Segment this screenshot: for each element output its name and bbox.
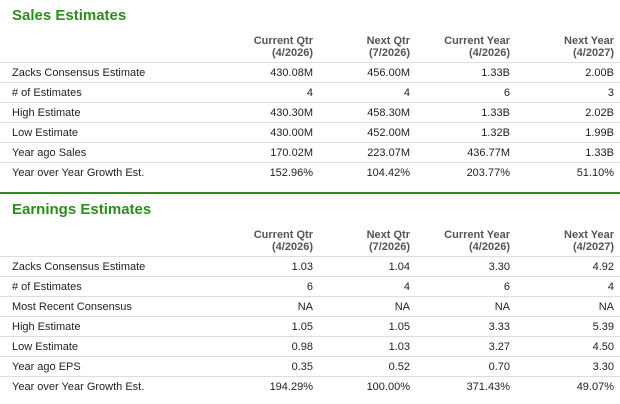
earnings-estimates-table: Current Qtr (4/2026) Next Qtr (7/2026) Cur… — [0, 226, 620, 396]
cell-value: NA — [416, 296, 516, 317]
table-header-row: Current Qtr (4/2026) Next Qtr (7/2026) Cur… — [0, 32, 620, 63]
column-header-next-qtr: Next Qtr (7/2026) — [366, 35, 410, 59]
cell-value: 3.33 — [416, 316, 516, 337]
earnings-estimates-section: Earnings Estimates Current Qtr (4/2026) N… — [0, 194, 620, 396]
cell-value: 1.05 — [319, 316, 416, 337]
cell-value: 6 — [216, 276, 319, 297]
row-label: High Estimate — [0, 102, 216, 123]
header-blank — [0, 226, 216, 257]
table-row: High Estimate 430.30M 458.30M 1.33B 2.02B — [0, 102, 620, 123]
sales-estimates-section: Sales Estimates Current Qtr (4/2026) Next… — [0, 0, 620, 182]
cell-value: 3.30 — [416, 256, 516, 277]
row-label: # of Estimates — [0, 82, 216, 103]
table-row: Year over Year Growth Est. 194.29% 100.00%… — [0, 376, 620, 396]
cell-value: 4.92 — [516, 256, 620, 277]
cell-value: 152.96% — [216, 162, 319, 182]
cell-value: 452.00M — [319, 122, 416, 143]
cell-value: 194.29% — [216, 376, 319, 396]
cell-value: 5.39 — [516, 316, 620, 337]
cell-value: 49.07% — [516, 376, 620, 396]
cell-value: 223.07M — [319, 142, 416, 163]
sales-estimates-table: Current Qtr (4/2026) Next Qtr (7/2026) Cur… — [0, 32, 620, 182]
header-blank — [0, 32, 216, 63]
cell-value: NA — [319, 296, 416, 317]
cell-value: 170.02M — [216, 142, 319, 163]
cell-value: 4.50 — [516, 336, 620, 357]
table-row: Year ago Sales 170.02M 223.07M 436.77M 1.33B — [0, 142, 620, 163]
column-header-next-year: Next Year (4/2027) — [564, 229, 614, 253]
table-row: Zacks Consensus Estimate 430.08M 456.00M 1.… — [0, 62, 620, 83]
row-label: Year over Year Growth Est. — [0, 376, 216, 396]
cell-value: 430.00M — [216, 122, 319, 143]
row-label: Zacks Consensus Estimate — [0, 62, 216, 83]
cell-value: 1.99B — [516, 122, 620, 143]
cell-value: 0.98 — [216, 336, 319, 357]
row-label: Low Estimate — [0, 336, 216, 357]
table-header-row: Current Qtr (4/2026) Next Qtr (7/2026) Cur… — [0, 226, 620, 257]
row-label: Low Estimate — [0, 122, 216, 143]
cell-value: 1.03 — [216, 256, 319, 277]
cell-value: 3 — [516, 82, 620, 103]
cell-value: 4 — [216, 82, 319, 103]
cell-value: 4 — [319, 276, 416, 297]
cell-value: 51.10% — [516, 162, 620, 182]
cell-value: 456.00M — [319, 62, 416, 83]
cell-value: 100.00% — [319, 376, 416, 396]
sales-estimates-title: Sales Estimates — [12, 7, 127, 24]
row-label: Year over Year Growth Est. — [0, 162, 216, 182]
column-header-current-qtr: Current Qtr (4/2026) — [253, 229, 313, 253]
cell-value: 1.04 — [319, 256, 416, 277]
column-header-current-year: Current Year (4/2026) — [444, 35, 510, 59]
cell-value: 4 — [516, 276, 620, 297]
row-label: High Estimate — [0, 316, 216, 337]
cell-value: 0.70 — [416, 356, 516, 377]
cell-value: 458.30M — [319, 102, 416, 123]
row-label: Zacks Consensus Estimate — [0, 256, 216, 277]
cell-value: 0.52 — [319, 356, 416, 377]
cell-value: NA — [216, 296, 319, 317]
cell-value: 6 — [416, 82, 516, 103]
earnings-estimates-title: Earnings Estimates — [12, 201, 152, 218]
cell-value: 1.33B — [416, 102, 516, 123]
cell-value: 430.30M — [216, 102, 319, 123]
table-row: Year over Year Growth Est. 152.96% 104.42%… — [0, 162, 620, 182]
table-row: Low Estimate 0.98 1.03 3.27 4.50 — [0, 336, 620, 357]
column-header-current-year: Current Year (4/2026) — [444, 229, 510, 253]
cell-value: 371.43% — [416, 376, 516, 396]
cell-value: 436.77M — [416, 142, 516, 163]
table-row: Zacks Consensus Estimate 1.03 1.04 3.30 4.92 — [0, 256, 620, 277]
cell-value: 3.27 — [416, 336, 516, 357]
table-row: High Estimate 1.05 1.05 3.33 5.39 — [0, 316, 620, 337]
row-label: Year ago EPS — [0, 356, 216, 377]
cell-value: 104.42% — [319, 162, 416, 182]
cell-value: 4 — [319, 82, 416, 103]
table-row: # of Estimates 6 4 6 4 — [0, 276, 620, 297]
column-header-next-qtr: Next Qtr (7/2026) — [366, 229, 410, 253]
cell-value: 1.32B — [416, 122, 516, 143]
row-label: Most Recent Consensus — [0, 296, 216, 317]
cell-value: 1.33B — [516, 142, 620, 163]
row-label: # of Estimates — [0, 276, 216, 297]
column-header-next-year: Next Year (4/2027) — [564, 35, 614, 59]
cell-value: 1.33B — [416, 62, 516, 83]
section-divider — [0, 192, 620, 194]
cell-value: 1.03 — [319, 336, 416, 357]
cell-value: NA — [516, 296, 620, 317]
column-header-current-qtr: Current Qtr (4/2026) — [253, 35, 313, 59]
table-row: Low Estimate 430.00M 452.00M 1.32B 1.99B — [0, 122, 620, 143]
table-row: Most Recent Consensus NA NA NA NA — [0, 296, 620, 317]
table-row: # of Estimates 4 4 6 3 — [0, 82, 620, 103]
cell-value: 203.77% — [416, 162, 516, 182]
cell-value: 6 — [416, 276, 516, 297]
cell-value: 2.02B — [516, 102, 620, 123]
cell-value: 1.05 — [216, 316, 319, 337]
row-label: Year ago Sales — [0, 142, 216, 163]
cell-value: 430.08M — [216, 62, 319, 83]
cell-value: 2.00B — [516, 62, 620, 83]
cell-value: 3.30 — [516, 356, 620, 377]
table-row: Year ago EPS 0.35 0.52 0.70 3.30 — [0, 356, 620, 377]
cell-value: 0.35 — [216, 356, 319, 377]
